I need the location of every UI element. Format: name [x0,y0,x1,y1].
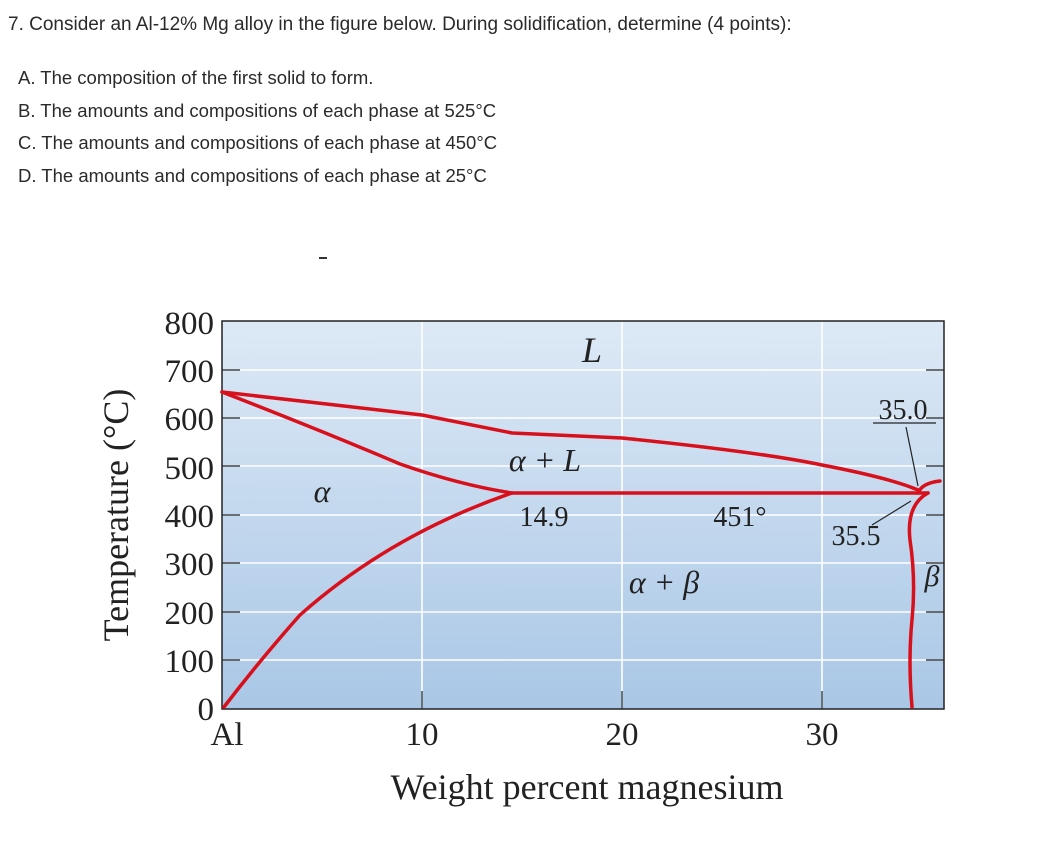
beta-phase-boundary [907,479,942,709]
ticks [222,369,944,709]
y-tick-400: 400 [165,499,215,535]
solvus-line [222,491,514,709]
part-b: B. The amounts and compositions of each … [18,99,497,121]
question-parts: A. The composition of the first solid to… [18,62,497,192]
phase-label-alpha-beta: α + β [629,564,699,600]
annotation-451: 451° [713,502,766,533]
y-tick-0: 0 [198,692,215,728]
y-tick-200: 200 [165,596,215,632]
phase-label-alpha: α [314,473,332,509]
x-tick-al: Al [211,717,244,753]
part-c: C. The amounts and compositions of each … [18,132,498,153]
y-tick-300: 300 [165,547,215,583]
part-d: D. The amounts and compositions of each … [18,164,487,186]
x-tick-20: 20 [606,717,639,753]
phase-label-alpha-liquid: α + L [509,442,581,478]
annotation-leaders [871,422,936,526]
annotation-35-5: 35.5 [832,521,881,552]
x-tick-10: 10 [406,717,439,753]
part-a: A. The composition of the first solid to… [18,67,374,88]
phase-label-liquid: L [581,330,602,370]
annotation-35-0: 35.0 [879,395,928,426]
liquidus-line [220,390,920,492]
y-tick-700: 700 [165,354,215,390]
y-axis-title: Temperature (°C) [96,389,136,642]
phase-label-beta: β [924,560,940,593]
y-tick-800: 800 [165,306,215,342]
y-tick-100: 100 [165,644,215,680]
x-tick-30: 30 [806,717,839,753]
y-tick-500: 500 [165,451,215,487]
solidus-line [220,390,514,495]
question-title: 7. Consider an Al-12% Mg alloy in the fi… [8,14,792,35]
x-axis-title: Weight percent magnesium [391,767,784,807]
grid [222,321,944,709]
annotation-14-9: 14.9 [520,502,569,533]
y-tick-600: 600 [165,402,215,438]
